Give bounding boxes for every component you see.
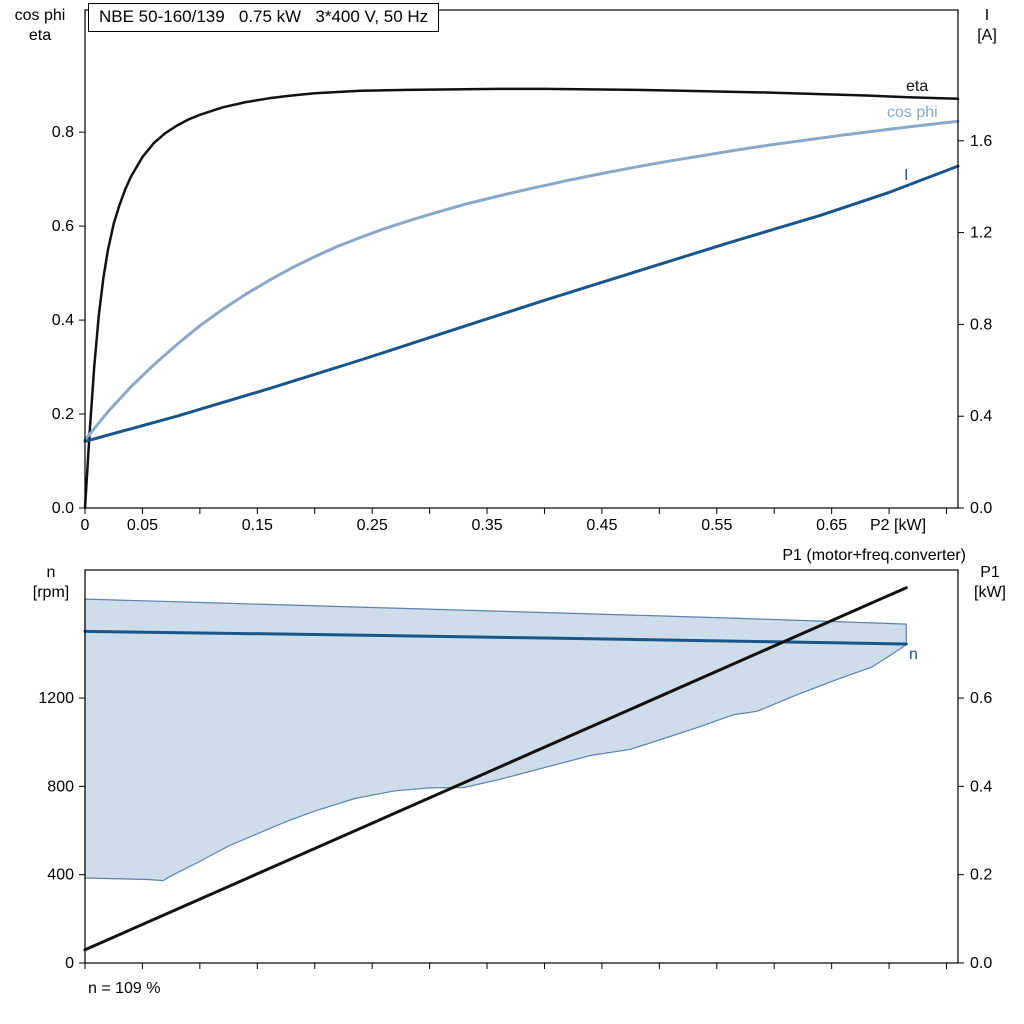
x-tick-label: 0.05 [127, 517, 158, 534]
y-left-tick-label: 800 [47, 778, 74, 795]
eta-axis-label: eta [28, 27, 52, 44]
series-eta [83, 87, 960, 510]
y-right-tick-label: 1.2 [970, 225, 992, 242]
y-left-tick-label: 0.6 [52, 218, 74, 235]
y-left-tick-label: 0.4 [52, 312, 74, 329]
y-right-tick-label: 1.6 [970, 133, 992, 150]
x-tick-label: 0.55 [701, 517, 732, 534]
cos-phi-axis-label: cos phi [14, 7, 66, 24]
y-right-tick-label: 0.0 [970, 955, 992, 972]
x-tick-label: 0.45 [586, 517, 617, 534]
y-left-tick-label: 400 [47, 867, 74, 884]
bottom-chart-left-axis-title: n [rpm] [16, 563, 86, 603]
y-right-tick-label: 0.4 [970, 778, 992, 795]
eta-curve-label: eta [906, 78, 929, 95]
top-chart-right-axis-title: I [A] [960, 6, 1014, 46]
p1-curve-label: P1 (motor+freq.converter) [782, 547, 966, 564]
current-axis-label: I [984, 7, 990, 24]
series-cos-phi [83, 119, 960, 442]
cos-phi-curve-label: cos phi [887, 104, 938, 121]
p1-unit-label: [kW] [974, 584, 1006, 601]
x-tick-label: 0.15 [242, 517, 273, 534]
current-curve-label: I [904, 167, 909, 184]
current-unit-label: [A] [977, 27, 997, 44]
plot-frame [84, 9, 959, 509]
speed-axis-label: n [46, 564, 56, 581]
series-n [83, 629, 908, 646]
speed-unit-label: [rpm] [32, 584, 70, 601]
y-left-tick-label: 0.0 [52, 500, 74, 517]
y-right-tick-label: 0.8 [970, 316, 992, 333]
plot-frame [84, 569, 959, 964]
envelope-speed-operating-range [84, 598, 907, 882]
y-right-tick-label: 0.2 [970, 867, 992, 884]
series-p1 [83, 586, 908, 952]
y-left-tick-label: 1200 [38, 690, 74, 707]
x-tick-label: 0.35 [471, 517, 502, 534]
n-curve-label: n [909, 646, 918, 663]
x-tick-label: 0.25 [357, 517, 388, 534]
p1-axis-label: P1 [980, 564, 1000, 581]
y-left-tick-label: 0.2 [52, 406, 74, 423]
x-tick-label: 0.65 [816, 517, 847, 534]
p2-axis-label: P2 [kW] [870, 517, 927, 534]
chart-title-box: NBE 50-160/139 0.75 kW 3*400 V, 50 Hz [88, 3, 440, 32]
y-right-tick-label: 0.6 [970, 690, 992, 707]
y-right-tick-label: 0.4 [970, 408, 992, 425]
y-left-tick-label: 0 [65, 955, 74, 972]
speed-percentage-note: n = 109 % [88, 980, 161, 997]
y-right-tick-label: 0.0 [970, 500, 992, 517]
bottom-chart-right-axis-title: P1 [kW] [960, 563, 1020, 603]
x-tick-label: 0 [81, 517, 90, 534]
top-chart-left-axis-title: cos phi eta [2, 6, 78, 46]
series-current [83, 164, 960, 443]
y-left-tick-label: 0.8 [52, 124, 74, 141]
